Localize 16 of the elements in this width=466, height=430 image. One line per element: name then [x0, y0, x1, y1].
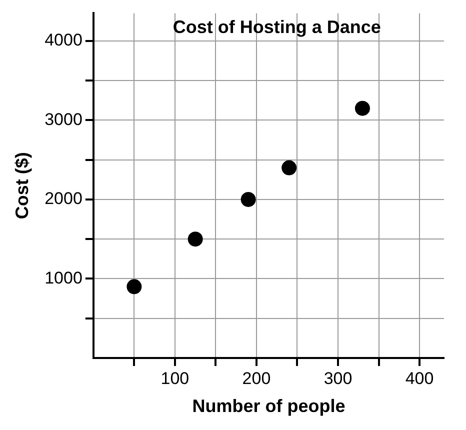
- x-tick-label: 200: [242, 368, 271, 388]
- point: [126, 279, 142, 294]
- point: [282, 160, 297, 176]
- y-tick-label: 1000: [44, 268, 82, 288]
- point: [240, 192, 256, 207]
- y-tick-label: 4000: [44, 30, 82, 50]
- x-tick-label: 400: [405, 368, 434, 388]
- point: [188, 232, 203, 247]
- x-tick-label: 100: [160, 368, 190, 388]
- y-tick-label: 3000: [44, 110, 82, 129]
- y-tick-label: 2000: [44, 189, 82, 208]
- point: [354, 100, 370, 116]
- x-axis-title: Number of people: [192, 396, 346, 416]
- chart-title: Cost of Hosting a Dance: [172, 16, 381, 37]
- x-tick-label: 300: [324, 368, 352, 388]
- y-axis-title: Cost ($): [12, 152, 32, 220]
